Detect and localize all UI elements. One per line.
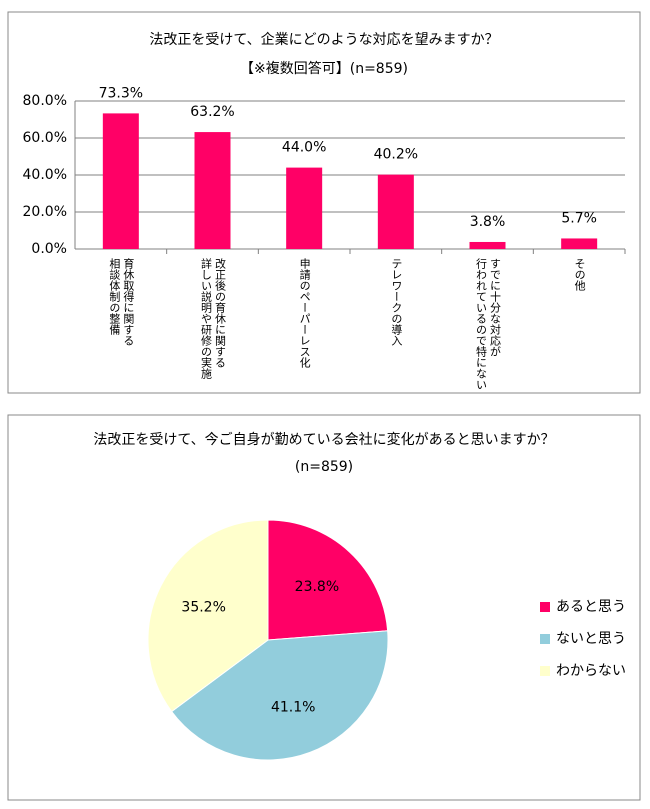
panel xyxy=(7,414,641,801)
label-line: その他 xyxy=(573,258,587,291)
pie-slice xyxy=(170,630,389,761)
pie-slice xyxy=(267,519,389,641)
legend-swatch xyxy=(540,634,550,644)
chart-subtitle: (n=859) xyxy=(295,459,353,475)
label-line: 申請のペーパーレス化 xyxy=(298,258,312,368)
bar xyxy=(377,174,414,249)
x-tick-label: 申請のペーパーレス化 xyxy=(297,258,311,368)
value-label: 44.0% xyxy=(282,140,326,156)
legend-swatch xyxy=(540,666,550,676)
label-line: 詳しい説明や研修の実施 xyxy=(199,258,213,379)
chart-subtitle: 【※複数回答可】(n=859) xyxy=(240,60,408,77)
value-label: 3.8% xyxy=(470,214,506,230)
bar xyxy=(561,238,598,249)
chart-title: 法改正を受けて、今ご自身が勤めている会社に変化があると思いますか？ xyxy=(93,431,554,448)
legend-swatch xyxy=(540,602,550,612)
value-label: 23.8% xyxy=(295,579,339,595)
value-label: 63.2% xyxy=(190,104,234,120)
label-line: 育休取得に関する xyxy=(121,258,135,346)
value-label: 41.1% xyxy=(271,699,315,715)
y-tick-label: 20.0% xyxy=(23,204,67,220)
value-label: 40.2% xyxy=(374,147,418,163)
bar xyxy=(194,132,231,249)
label-line: すでに十分な対応が xyxy=(488,258,502,357)
value-label: 5.7% xyxy=(561,210,597,226)
y-tick-label: 40.0% xyxy=(23,167,67,183)
label-line: 改正後の育休に関する xyxy=(213,258,227,368)
value-label: 35.2% xyxy=(181,600,225,616)
x-tick-label: 改正後の育休に関する 詳しい説明や研修の実施 xyxy=(199,258,227,379)
chart-title: 法改正を受けて、企業にどのような対応を望みますか？ xyxy=(149,31,498,48)
label-line: 行われているので特にない xyxy=(474,258,488,390)
x-tick-label: テレワークの導入 xyxy=(389,258,403,346)
label-line: 相談体制の整備 xyxy=(107,258,121,335)
label-line: テレワークの導入 xyxy=(389,258,403,346)
bar xyxy=(286,167,323,249)
y-tick-label: 0.0% xyxy=(31,241,67,257)
bar xyxy=(469,241,506,249)
x-tick-label: すでに十分な対応が 行われているので特にない xyxy=(474,258,502,390)
panel xyxy=(7,11,641,394)
x-tick-label: 育休取得に関する 相談体制の整備 xyxy=(107,258,135,346)
y-tick-label: 60.0% xyxy=(23,130,67,146)
y-tick-label: 80.0% xyxy=(23,93,67,109)
legend-label: わからない xyxy=(556,663,626,679)
x-tick-label: その他 xyxy=(572,258,586,291)
pie-slice xyxy=(147,519,269,713)
legend-label: ないと思う xyxy=(556,631,626,647)
value-label: 73.3% xyxy=(99,85,143,101)
bar xyxy=(102,113,139,250)
legend-label: あると思う xyxy=(556,599,626,615)
